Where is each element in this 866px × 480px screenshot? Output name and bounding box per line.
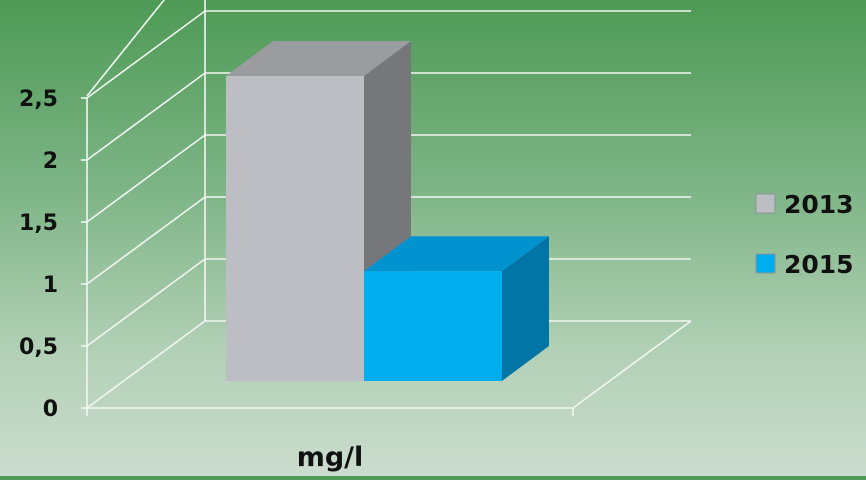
gridline [86, 72, 691, 161]
y-tick-label: 0,5 [19, 335, 58, 360]
y-tick-label: 2 [43, 149, 58, 174]
y-tick-label: 2,5 [19, 87, 58, 112]
legend-label: 2015 [784, 250, 854, 279]
y-tick-label: 1,5 [19, 211, 58, 236]
legend-swatch [755, 253, 776, 274]
y-axis-ticks: 0 0,5 1 1,5 2 2,5 [19, 87, 574, 422]
x-axis-label: mg/l [297, 442, 364, 473]
legend-label: 2013 [784, 190, 854, 219]
gridline [86, 196, 691, 285]
bar-top [364, 236, 549, 272]
y-tick-label: 0 [43, 397, 58, 422]
y-tick-label: 1 [43, 273, 58, 298]
bar-2013 [226, 41, 411, 381]
gridline [86, 10, 691, 99]
legend-swatch [755, 193, 776, 214]
bar-side [502, 236, 549, 381]
gridlines [86, 0, 691, 409]
gridline-top [86, 0, 166, 97]
gridline [86, 134, 691, 223]
legend: 2013 2015 [755, 190, 854, 279]
bar-front [364, 271, 502, 381]
bars [226, 41, 549, 381]
bar-front [226, 76, 364, 381]
bar-top [226, 41, 411, 76]
bar-2015 [364, 236, 549, 381]
